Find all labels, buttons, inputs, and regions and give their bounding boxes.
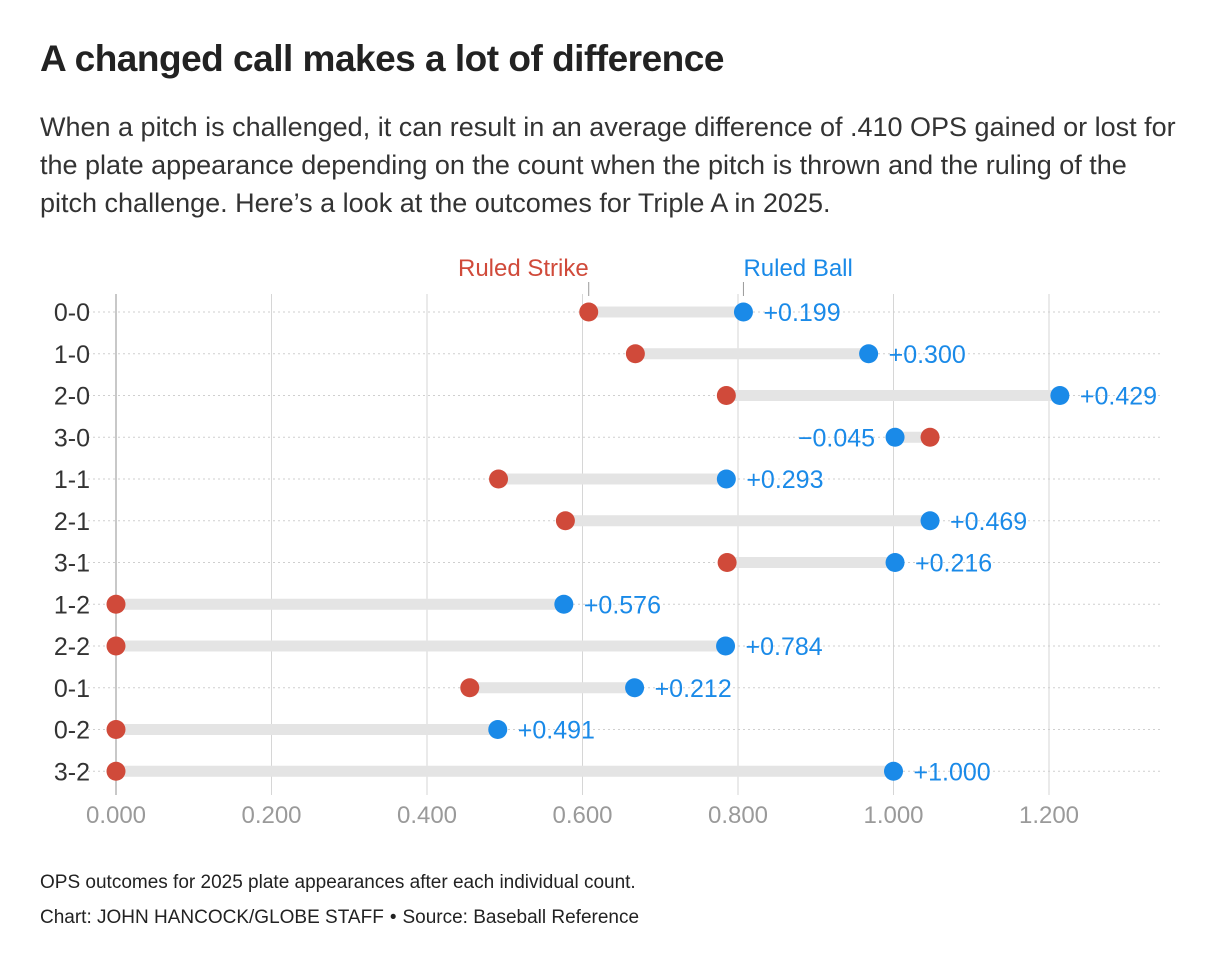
row-label-0-2: 0-2 [54,717,90,745]
diff-label-1-2: +0.576 [584,591,661,619]
diff-label-3-1: +0.216 [915,550,992,578]
legend-ruled-ball: Ruled Ball [743,255,852,282]
row-label-1-2: 1-2 [54,591,90,619]
strike-dot-2-2 [106,636,126,656]
diff-label-3-2: +1.000 [914,758,991,786]
strike-dot-2-1 [555,511,575,531]
diff-label-0-1: +0.212 [655,675,732,703]
x-tick-label: 0.800 [708,802,768,829]
row-label-3-0: 3-0 [54,424,90,452]
ball-dot-2-0 [1050,386,1070,405]
row-label-2-2: 2-2 [54,633,90,661]
credit-line: Chart: JOHN HANCOCK/GLOBE STAFF • Source: … [40,907,639,929]
ball-dot-0-1 [625,678,645,698]
x-axis: 0.000 0.200 0.400 0.600 0.800 1.000 1.200 [86,802,1079,829]
chart-subtitle: When a pitch is challenged, it can resul… [40,112,1176,218]
diff-label-3-0: −0.045 [798,424,875,452]
x-tick-label: 0.600 [552,802,612,829]
credit-separator: • [389,907,397,928]
row-label-1-0: 1-0 [54,341,90,369]
ball-dot-3-0 [885,427,905,447]
chart-title: A changed call makes a lot of difference [40,38,724,79]
row-label-0-0: 0-0 [54,299,90,327]
strike-dot-1-0 [625,344,645,364]
diff-label-0-2: +0.491 [518,717,595,745]
row-label-1-1: 1-1 [54,466,90,494]
ball-dot-1-1 [716,469,736,489]
x-tick-label: 0.400 [397,802,457,829]
diff-label-2-2: +0.784 [746,633,823,661]
ball-dot-1-0 [859,344,879,364]
data-rows: 0-0 +0.199 1-0 +0.300 2-0 +0.429 3-0 −0.045 1-1 +… [54,299,1157,786]
ball-dot-0-0 [733,302,753,322]
x-tick-label: 1.200 [1019,802,1079,829]
grid-layer [88,294,1160,795]
ball-dot-0-2 [488,720,508,739]
source-credit: Source: Baseball Reference [402,907,640,928]
strike-dot-2-0 [716,386,736,405]
dumbbell-chart: Ruled Strike Ruled Ball 0-0 +0.199 1-0 +0.3… [54,255,1160,829]
strike-dot-0-0 [579,302,599,322]
ball-dot-2-2 [716,636,736,656]
row-label-3-2: 3-2 [54,758,90,786]
x-tick-label: 1.000 [863,802,923,829]
footnote: OPS outcomes for 2025 plate appearances … [40,872,636,893]
chart-credit: Chart: JOHN HANCOCK/GLOBE STAFF [40,907,384,928]
x-tick-label: 0.200 [241,802,301,829]
ball-dot-2-1 [920,511,940,531]
diff-label-1-0: +0.300 [889,341,966,369]
row-label-2-1: 2-1 [54,508,90,536]
ball-dot-3-1 [885,553,905,572]
diff-label-2-1: +0.469 [950,508,1027,536]
strike-dot-3-2 [106,761,126,781]
x-tick-label: 0.000 [86,802,146,829]
strike-dot-3-1 [717,553,737,572]
diff-label-0-0: +0.199 [763,299,840,327]
legend-ruled-strike: Ruled Strike [458,255,589,282]
strike-dot-0-2 [106,720,126,739]
strike-dot-0-1 [460,678,480,698]
row-label-3-1: 3-1 [54,550,90,578]
ball-dot-3-2 [884,761,903,781]
diff-label-2-0: +0.429 [1080,383,1157,411]
row-label-0-1: 0-1 [54,675,90,703]
diff-label-1-1: +0.293 [746,466,823,494]
strike-dot-1-2 [106,594,126,614]
legend: Ruled Strike Ruled Ball [458,255,853,296]
strike-dot-1-1 [489,469,509,489]
ball-dot-1-2 [554,594,574,614]
row-label-2-0: 2-0 [54,383,90,411]
strike-dot-3-0 [920,427,940,447]
